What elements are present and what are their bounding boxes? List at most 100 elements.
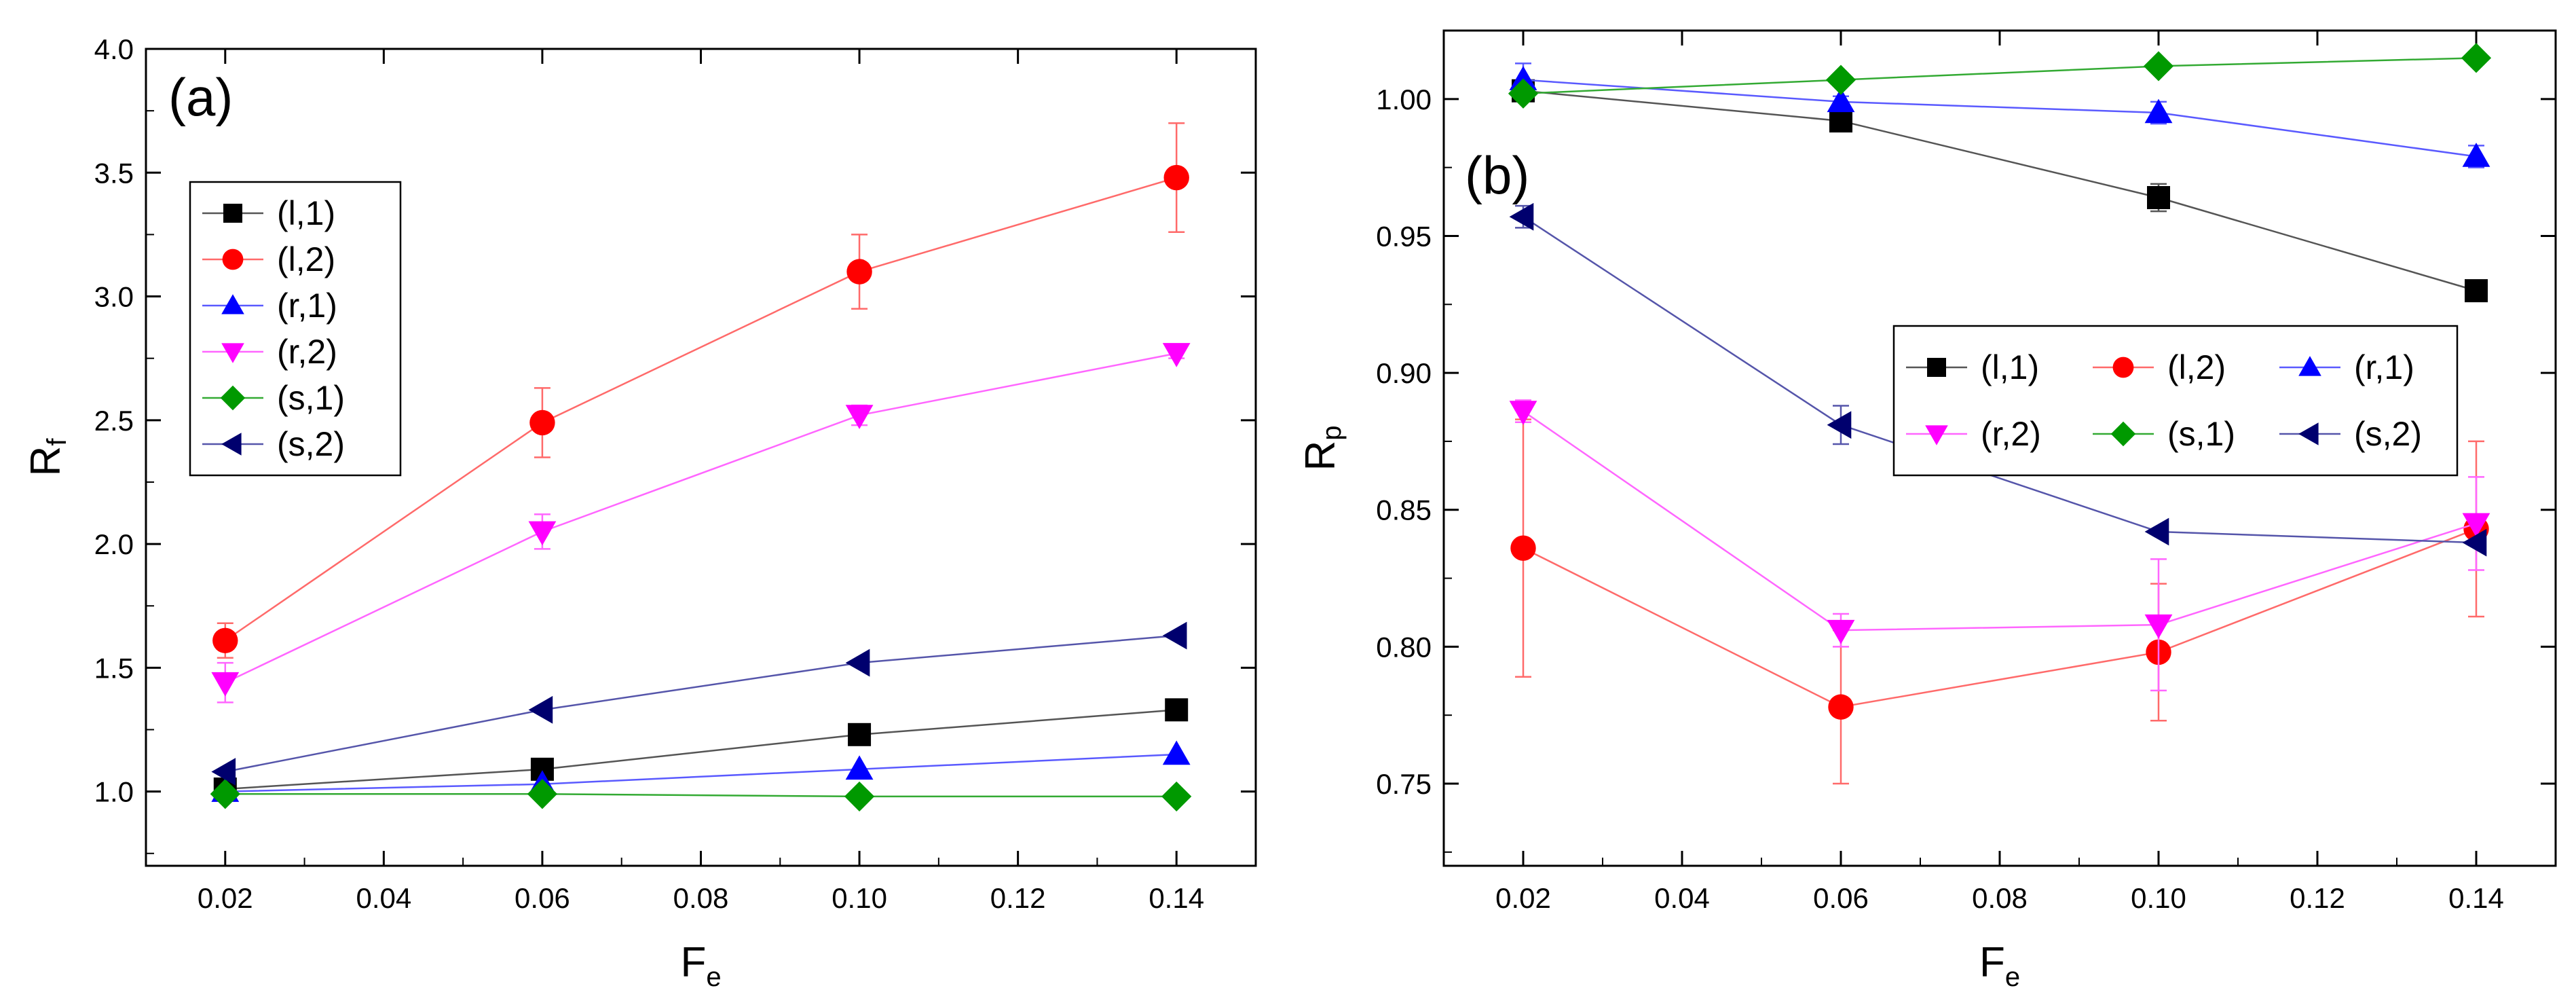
legend-marker-l-2 — [222, 249, 244, 270]
x-tick-label: 0.12 — [2290, 882, 2345, 914]
data-point-s-2 — [2144, 517, 2169, 546]
data-point-s-2 — [1162, 621, 1187, 650]
legend-label-l-2: (l,2) — [277, 240, 335, 278]
x-axis-label-main-b: F — [1979, 939, 2005, 986]
data-point-l-2 — [529, 409, 555, 436]
y-axis-label-main-a: R — [22, 446, 69, 477]
legend-marker-s-1 — [220, 385, 246, 411]
data-point-s-2 — [528, 695, 553, 724]
y-tick-label: 2.5 — [94, 405, 134, 437]
data-point-l-2 — [1828, 694, 1854, 720]
y-tick-label: 1.00 — [1376, 84, 1432, 115]
legend-label-r-2: (r,2) — [1981, 415, 2041, 453]
x-axis-label-b: Fe — [1979, 939, 2020, 992]
series-group-a — [210, 122, 1192, 812]
series-line-s-2 — [1523, 216, 2477, 544]
y-axis-label-sub-a: f — [42, 438, 72, 446]
y-axis-label-sub-b: p — [1317, 425, 1347, 440]
y-tick-label: 0.95 — [1376, 220, 1432, 252]
data-point-s-1 — [1508, 78, 1539, 109]
x-tick-label: 0.02 — [198, 882, 253, 914]
data-point-l-1 — [1165, 698, 1189, 722]
data-point-s-2 — [1509, 202, 1534, 231]
legend-a: (l,1) (l,2) (r,1) (r,2) (s,1) (s,2) — [189, 181, 402, 477]
x-axis-ticks-b: 0.02 0.04 0.06 0.08 0.10 0.12 0.14 — [1495, 31, 2504, 914]
x-tick-label: 0.08 — [1972, 882, 2028, 914]
x-tick-label: 0.06 — [515, 882, 570, 914]
y-axis-ticks-a: 1.0 1.5 2.0 2.5 3.0 3.5 4.0 — [94, 33, 1256, 854]
data-point-s-2 — [1827, 411, 1852, 439]
series-line-l-1 — [225, 709, 1177, 790]
data-point-s-1 — [844, 781, 875, 812]
legend-label-r-1: (r,1) — [2354, 348, 2414, 386]
y-axis-ticks-b: 0.75 0.80 0.85 0.90 0.95 1.00 — [1376, 84, 2556, 853]
data-point-r-2 — [2462, 513, 2490, 538]
y-tick-label: 0.85 — [1376, 494, 1432, 526]
y-tick-label: 0.75 — [1376, 768, 1432, 800]
legend-marker-l-1 — [223, 204, 242, 223]
data-point-s-2 — [211, 758, 236, 786]
legend-marker-r-2 — [1925, 425, 1948, 445]
data-point-s-1 — [1825, 65, 1856, 95]
panel-a: 0.02 0.04 0.06 0.08 0.10 0.12 0.14 1.0 1.5 2.0 2.… — [22, 33, 1257, 992]
y-tick-label: 4.0 — [94, 33, 134, 65]
y-tick-label: 2.0 — [94, 528, 134, 560]
legend-marker-l-2 — [2112, 357, 2134, 378]
legend-marker-r-1 — [221, 294, 244, 314]
x-axis-ticks-a: 0.02 0.04 0.06 0.08 0.10 0.12 0.14 — [198, 49, 1204, 914]
y-axis-label-main-b: R — [1297, 441, 1344, 471]
series-line-s-1 — [1523, 57, 2477, 95]
y-axis-label-a: Rf — [22, 438, 71, 477]
data-point-r-2 — [1162, 343, 1191, 367]
x-tick-label: 0.12 — [990, 882, 1046, 914]
x-axis-label-sub-a: e — [706, 962, 721, 992]
series-line-r-2 — [1523, 410, 2477, 632]
legend-marker-l-1 — [1927, 358, 1946, 377]
series-line-r-1 — [225, 753, 1177, 792]
x-tick-label: 0.04 — [1654, 882, 1710, 914]
data-point-r-2 — [1827, 619, 1855, 644]
series-line-s-2 — [225, 634, 1177, 773]
data-point-r-1 — [2462, 143, 2490, 167]
x-axis-label-sub-b: e — [2005, 962, 2020, 992]
data-point-s-1 — [2461, 43, 2492, 73]
legend-label-l-1: (l,1) — [1981, 348, 2039, 386]
y-tick-label: 0.80 — [1376, 631, 1432, 663]
data-point-l-2 — [212, 627, 238, 653]
x-tick-label: 0.04 — [356, 882, 411, 914]
data-point-r-2 — [2144, 614, 2173, 639]
data-point-l-1 — [2147, 186, 2170, 209]
series-line-l-2 — [225, 177, 1177, 642]
y-tick-label: 0.90 — [1376, 357, 1432, 389]
panel-label-b: (b) — [1465, 145, 1529, 205]
data-point-l-1 — [848, 723, 872, 746]
legend-label-s-2: (s,2) — [2354, 415, 2422, 453]
x-tick-label: 0.14 — [1149, 882, 1204, 914]
y-tick-label: 3.0 — [94, 281, 134, 313]
data-point-r-1 — [845, 755, 874, 780]
y-tick-label: 1.0 — [94, 776, 134, 808]
data-point-s-2 — [2462, 528, 2487, 557]
series-line-l-2 — [1523, 528, 2477, 708]
y-tick-label: 1.5 — [94, 652, 134, 684]
data-point-s-2 — [845, 648, 870, 677]
legend-marker-r-2 — [221, 343, 244, 363]
data-point-s-1 — [210, 779, 240, 809]
series-line-r-2 — [225, 352, 1177, 684]
legend-box — [1892, 325, 2459, 477]
series-group-b — [1508, 43, 2492, 785]
legend-b: (l,1) (l,2) (r,1) (r,2) (s,1) (s,2) — [1892, 325, 2459, 477]
legend-label-s-2: (s,2) — [277, 425, 345, 463]
data-point-s-1 — [1161, 781, 1192, 812]
data-point-l-1 — [1829, 109, 1852, 133]
series-line-s-1 — [225, 793, 1177, 798]
legend-marker-s-2 — [221, 433, 242, 456]
legend-marker-s-1 — [2110, 421, 2136, 447]
x-axis-label-main-a: F — [680, 939, 706, 986]
data-point-r-2 — [528, 521, 557, 546]
legend-label-s-1: (s,1) — [2167, 415, 2235, 453]
data-point-r-2 — [1509, 401, 1537, 425]
data-point-l-2 — [1510, 535, 1536, 561]
